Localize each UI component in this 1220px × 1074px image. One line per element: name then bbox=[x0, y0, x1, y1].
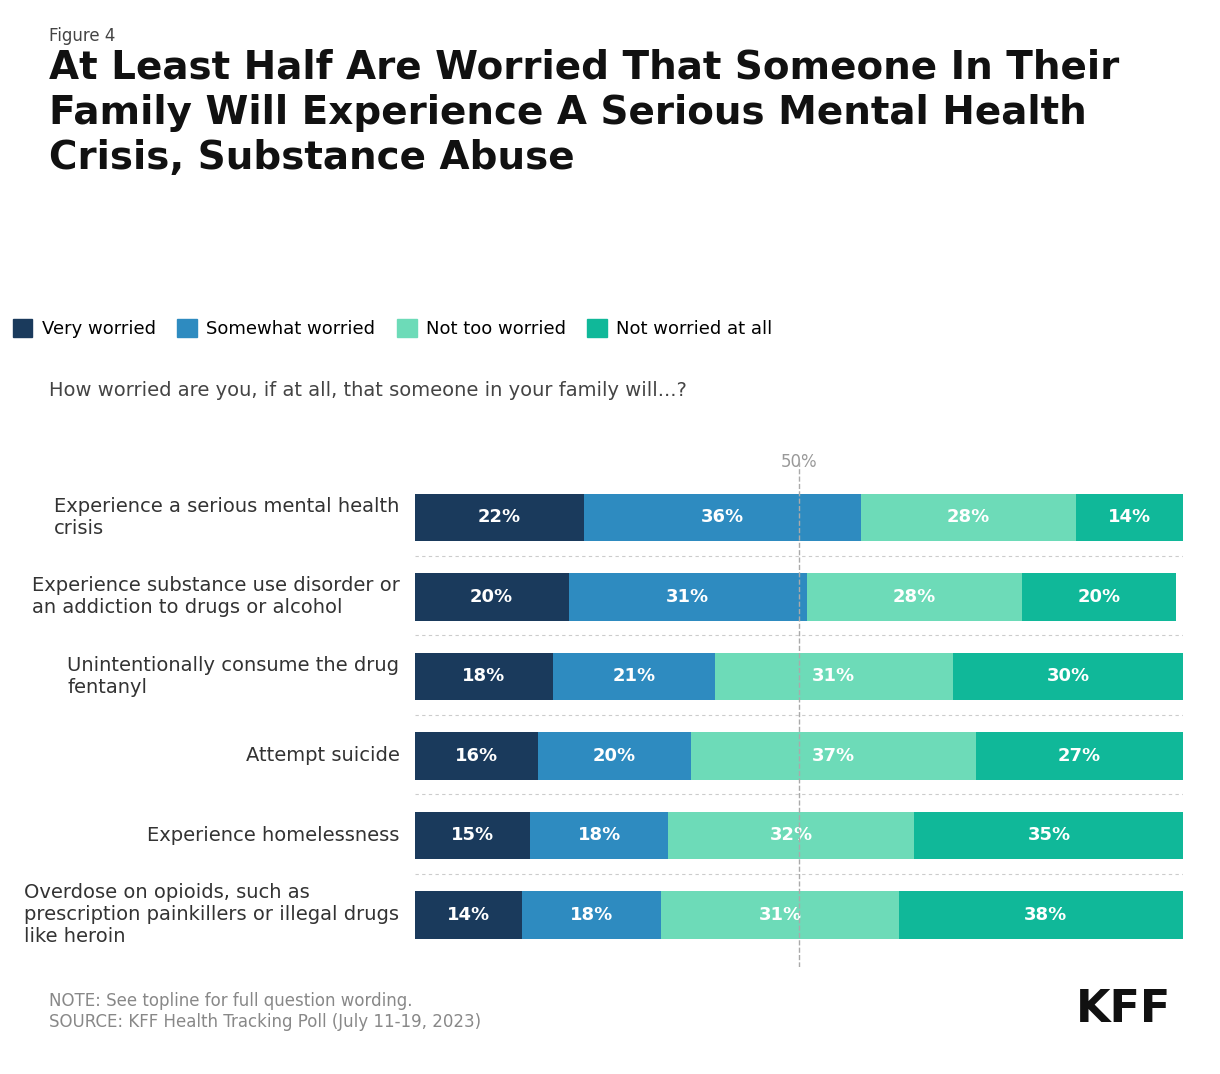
Bar bbox=[584, 494, 860, 541]
Bar bbox=[415, 891, 522, 939]
Bar bbox=[522, 891, 661, 939]
Text: 28%: 28% bbox=[893, 587, 936, 606]
Text: Attempt suicide: Attempt suicide bbox=[245, 746, 399, 766]
Bar bbox=[415, 812, 531, 859]
Text: 28%: 28% bbox=[947, 508, 989, 526]
Text: 38%: 38% bbox=[1024, 906, 1066, 924]
Bar bbox=[953, 653, 1183, 700]
Text: 31%: 31% bbox=[813, 667, 855, 685]
Text: 37%: 37% bbox=[813, 746, 855, 765]
Text: 22%: 22% bbox=[478, 508, 521, 526]
Text: 18%: 18% bbox=[570, 906, 614, 924]
Bar bbox=[1022, 574, 1176, 621]
Text: 21%: 21% bbox=[612, 667, 655, 685]
Bar bbox=[415, 653, 553, 700]
Text: 15%: 15% bbox=[451, 826, 494, 844]
Text: Experience substance use disorder or
an addiction to drugs or alcohol: Experience substance use disorder or an … bbox=[32, 577, 399, 618]
Bar bbox=[976, 732, 1183, 780]
Text: Overdose on opioids, such as
prescription painkillers or illegal drugs
like hero: Overdose on opioids, such as prescriptio… bbox=[24, 884, 399, 946]
Bar bbox=[806, 574, 1022, 621]
Bar bbox=[669, 812, 915, 859]
Bar bbox=[915, 812, 1183, 859]
Bar bbox=[553, 653, 715, 700]
Text: 14%: 14% bbox=[1108, 508, 1152, 526]
Text: Figure 4: Figure 4 bbox=[49, 27, 115, 45]
Text: 27%: 27% bbox=[1058, 746, 1102, 765]
Bar bbox=[692, 732, 976, 780]
Text: Unintentionally consume the drug
fentanyl: Unintentionally consume the drug fentany… bbox=[67, 656, 399, 697]
Text: KFF: KFF bbox=[1076, 988, 1171, 1031]
Bar bbox=[899, 891, 1191, 939]
Text: 18%: 18% bbox=[577, 826, 621, 844]
Bar bbox=[860, 494, 1076, 541]
Text: At Least Half Are Worried That Someone In Their
Family Will Experience A Serious: At Least Half Are Worried That Someone I… bbox=[49, 48, 1119, 177]
Text: Experience a serious mental health
crisis: Experience a serious mental health crisi… bbox=[54, 497, 399, 538]
Text: How worried are you, if at all, that someone in your family will...?: How worried are you, if at all, that som… bbox=[49, 381, 687, 401]
Legend: Very worried, Somewhat worried, Not too worried, Not worried at all: Very worried, Somewhat worried, Not too … bbox=[12, 319, 772, 338]
Text: 14%: 14% bbox=[447, 906, 490, 924]
Bar bbox=[415, 494, 584, 541]
Text: 20%: 20% bbox=[1077, 587, 1120, 606]
Bar bbox=[538, 732, 692, 780]
Text: 36%: 36% bbox=[700, 508, 744, 526]
Bar bbox=[415, 732, 538, 780]
Text: NOTE: See topline for full question wording.
SOURCE: KFF Health Tracking Poll (J: NOTE: See topline for full question word… bbox=[49, 992, 481, 1031]
Bar bbox=[661, 891, 899, 939]
Bar bbox=[1076, 494, 1183, 541]
Bar bbox=[531, 812, 669, 859]
Text: 18%: 18% bbox=[462, 667, 505, 685]
Text: 16%: 16% bbox=[455, 746, 498, 765]
Bar bbox=[569, 574, 806, 621]
Text: 32%: 32% bbox=[770, 826, 813, 844]
Bar bbox=[415, 574, 569, 621]
Text: Experience homelessness: Experience homelessness bbox=[148, 826, 399, 845]
Text: 31%: 31% bbox=[759, 906, 802, 924]
Text: 50%: 50% bbox=[781, 453, 817, 471]
Bar bbox=[715, 653, 953, 700]
Text: 30%: 30% bbox=[1047, 667, 1089, 685]
Text: 20%: 20% bbox=[470, 587, 514, 606]
Text: 35%: 35% bbox=[1027, 826, 1070, 844]
Text: 31%: 31% bbox=[666, 587, 709, 606]
Text: 20%: 20% bbox=[593, 746, 636, 765]
